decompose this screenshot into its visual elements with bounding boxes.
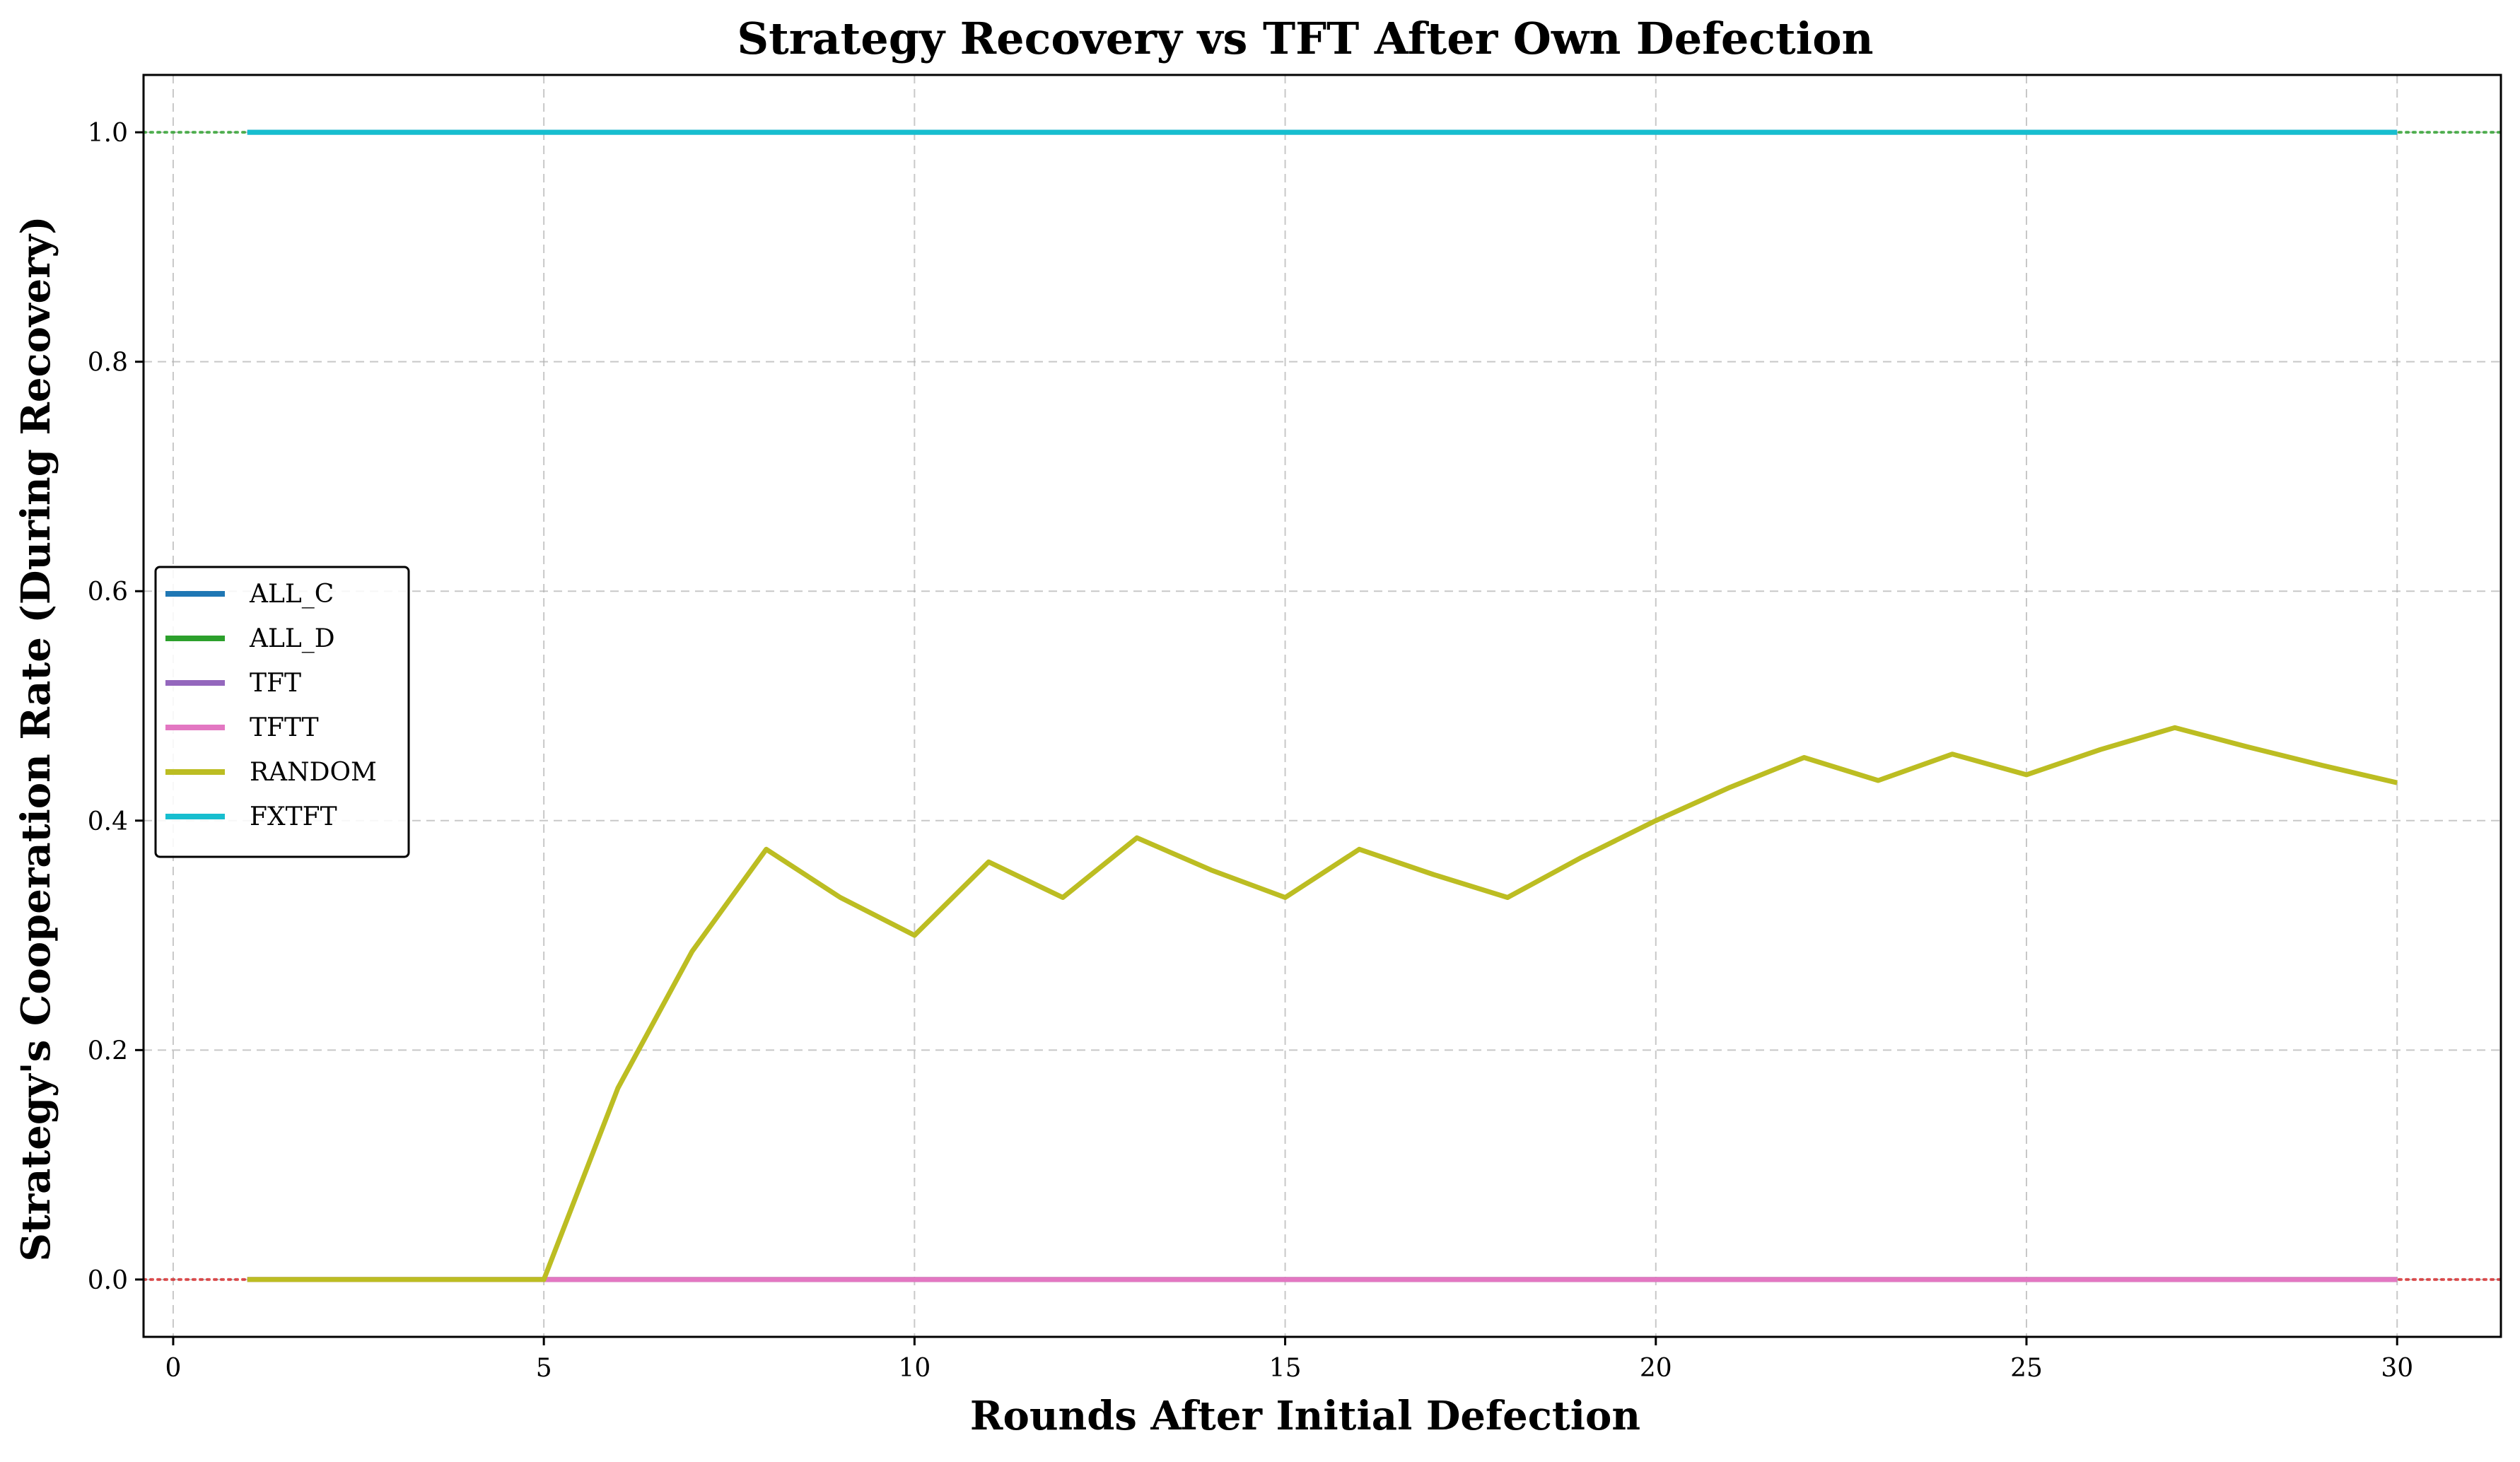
x-tick-label: 5 [536, 1354, 552, 1383]
y-tick-label: 1.0 [88, 119, 128, 148]
axis-ticks: 0 5 10 15 20 25 30 0.0 0.2 0.4 0.6 0.8 1.0 [88, 119, 2413, 1383]
series-lines [247, 129, 2398, 1282]
y-tick-label: 0.6 [88, 578, 128, 607]
legend-label: TFT [250, 669, 301, 698]
x-axis-label: Rounds After Initial Defection [970, 1393, 1640, 1439]
x-tick-label: 20 [1640, 1354, 1672, 1383]
legend-label: ALL_C [249, 580, 334, 609]
y-tick-label: 0.2 [88, 1036, 128, 1065]
x-tick-label: 25 [2010, 1354, 2043, 1383]
legend-label: ALL_D [249, 624, 335, 653]
y-tick-label: 0.0 [88, 1266, 128, 1295]
legend-label: FXTFT [250, 802, 337, 831]
reference-lines [142, 131, 2502, 1281]
chart-title: Strategy Recovery vs TFT After Own Defec… [737, 13, 1873, 64]
legend: ALL_C ALL_D TFT TFTT RANDOM FXTFT [154, 566, 410, 858]
legend-label: TFTT [250, 713, 319, 742]
plot-frame [142, 74, 2502, 1338]
y-axis-label: Strategy's Cooperation Rate (During Reco… [13, 216, 59, 1261]
y-tick-label: 0.8 [88, 349, 128, 378]
y-tick-label: 0.4 [88, 807, 128, 836]
x-tick-label: 15 [1269, 1354, 1302, 1383]
x-tick-label: 0 [165, 1354, 181, 1383]
series-line-random [247, 725, 2398, 1282]
grid-lines [144, 75, 2501, 1337]
legend-label: RANDOM [250, 758, 377, 787]
x-tick-label: 30 [2381, 1354, 2413, 1383]
x-tick-label: 10 [898, 1354, 931, 1383]
